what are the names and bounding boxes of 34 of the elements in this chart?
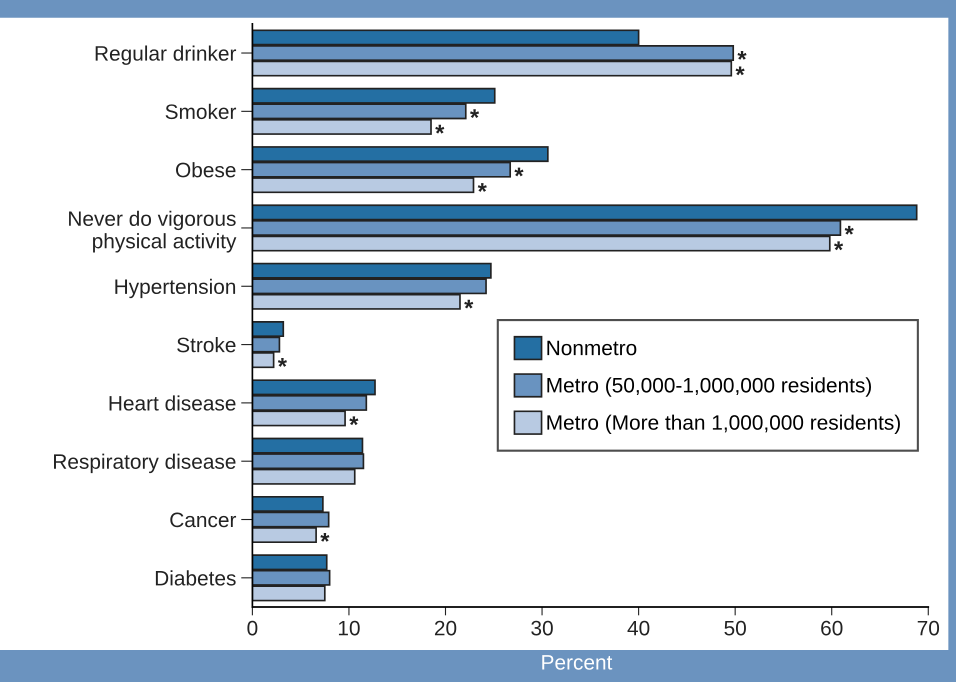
y-tick-label: Smoker	[166, 104, 236, 120]
y-tick-label: Heart disease	[110, 395, 236, 411]
data-label: *	[736, 66, 745, 76]
x-tick-label: 0	[247, 620, 258, 636]
data-label: *	[737, 50, 747, 60]
x-tick-label: 20	[434, 620, 456, 636]
data-label: *	[464, 300, 474, 309]
y-tick-label: Obese	[176, 162, 236, 178]
data-label: *	[320, 532, 330, 542]
y-tick-label: Respiratory disease	[54, 454, 236, 474]
y-tick-label: Hypertension	[115, 278, 236, 298]
x-tick-label: 70	[918, 620, 940, 636]
data-label: *	[470, 109, 480, 118]
y-tick-label: Stroke	[177, 337, 236, 352]
x-tick-label: 30	[531, 620, 553, 636]
data-label: *	[435, 124, 444, 134]
data-label: *	[844, 226, 854, 235]
data-label: *	[478, 183, 487, 192]
data-label: *	[514, 168, 524, 176]
x-tick-label: 40	[628, 620, 650, 636]
x-tick-label: 50	[724, 620, 746, 636]
y-tick-label: Regular drinker	[96, 45, 236, 65]
data-label: *	[834, 241, 844, 250]
legend-label: Metro (50,000-1,000,000 residents)	[547, 377, 871, 397]
y-tick-label: Diabetes	[156, 570, 236, 586]
data-label: *	[278, 358, 287, 367]
data-label: *	[349, 416, 358, 426]
x-tick-label: 10	[338, 620, 360, 636]
y-tick-label: Never do vigorous physical activity	[69, 210, 236, 253]
x-tick-label: 60	[821, 620, 842, 636]
legend-label: Metro (More than 1,000,000 residents)	[547, 414, 900, 434]
x-axis-title: Percent	[542, 655, 612, 670]
legend-label: Nonmetro	[547, 340, 636, 356]
y-tick-label: Cancer	[170, 512, 236, 528]
